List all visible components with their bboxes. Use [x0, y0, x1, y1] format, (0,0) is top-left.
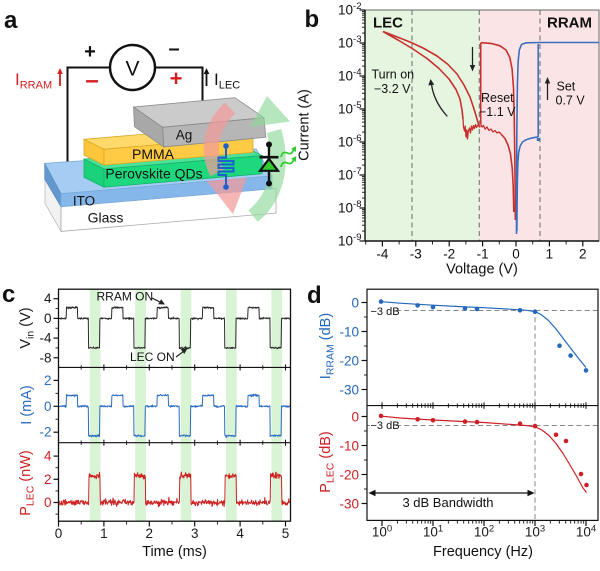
svg-text:4: 4 — [44, 449, 52, 464]
svg-text:Voltage (V): Voltage (V) — [446, 262, 518, 278]
svg-text:0: 0 — [351, 295, 359, 310]
svg-text:ITO: ITO — [73, 194, 95, 209]
svg-text:RRAM ON: RRAM ON — [97, 289, 154, 303]
svg-text:2: 2 — [579, 247, 587, 262]
svg-text:d: d — [307, 282, 322, 309]
svg-text:-2: -2 — [443, 247, 455, 262]
svg-text:Glass: Glass — [88, 210, 124, 226]
svg-text:Reset: Reset — [481, 91, 514, 105]
svg-text:Turn on: Turn on — [372, 68, 415, 82]
svg-text:Vin (V): Vin (V) — [18, 307, 37, 348]
svg-text:-4: -4 — [39, 331, 51, 346]
svg-text:0: 0 — [44, 495, 52, 510]
svg-text:-30: -30 — [339, 382, 359, 397]
svg-text:-10: -10 — [339, 324, 359, 339]
svg-text:0: 0 — [44, 399, 52, 414]
svg-text:–: – — [168, 38, 179, 60]
svg-text:-4: -4 — [376, 247, 388, 262]
svg-text:-8: -8 — [39, 350, 51, 365]
svg-text:0: 0 — [55, 526, 63, 541]
svg-text:−3.2 V: −3.2 V — [374, 82, 411, 96]
svg-text:V: V — [125, 58, 139, 81]
svg-text:3 dB Bandwidth: 3 dB Bandwidth — [402, 495, 493, 510]
svg-text:3: 3 — [191, 526, 199, 541]
svg-text:Current (A): Current (A) — [297, 89, 313, 161]
svg-text:+: + — [84, 41, 96, 63]
svg-text:0.7 V: 0.7 V — [556, 94, 586, 108]
svg-text:-30: -30 — [339, 496, 359, 511]
svg-text:2: 2 — [44, 472, 52, 487]
svg-text:Ag: Ag — [176, 128, 193, 143]
svg-text:Set: Set — [557, 80, 576, 94]
svg-text:b: b — [305, 6, 320, 33]
svg-text:Perovskite QDs: Perovskite QDs — [105, 166, 202, 182]
svg-text:−3 dB: −3 dB — [371, 306, 400, 318]
svg-text:-2: -2 — [39, 425, 51, 440]
svg-text:Frequency (Hz): Frequency (Hz) — [433, 544, 533, 560]
svg-text:-20: -20 — [339, 467, 359, 482]
svg-text:c: c — [2, 281, 15, 308]
svg-text:I (mA): I (mA) — [19, 385, 35, 424]
svg-text:a: a — [4, 7, 18, 34]
svg-text:5: 5 — [282, 526, 290, 541]
svg-text:−1.1 V: −1.1 V — [479, 105, 516, 119]
svg-text:LEC ON: LEC ON — [130, 350, 175, 364]
svg-text:4: 4 — [236, 526, 244, 541]
svg-text:-3: -3 — [410, 247, 422, 262]
svg-text:PMMA: PMMA — [132, 146, 175, 162]
svg-text:4: 4 — [44, 291, 52, 306]
svg-text:−3 dB: −3 dB — [371, 420, 400, 432]
svg-text:0: 0 — [512, 247, 520, 262]
svg-text:Time (ms): Time (ms) — [142, 544, 207, 560]
svg-text:0: 0 — [351, 409, 359, 424]
svg-text:–: – — [85, 67, 98, 94]
svg-text:1: 1 — [100, 526, 108, 541]
svg-text:IRRAM (dB): IRRAM (dB) — [318, 313, 337, 379]
svg-text:0: 0 — [44, 311, 52, 326]
svg-text:2: 2 — [44, 373, 52, 388]
svg-text:1: 1 — [546, 247, 554, 262]
svg-text:RRAM: RRAM — [547, 15, 592, 32]
svg-text:+: + — [170, 66, 183, 91]
svg-text:-20: -20 — [339, 353, 359, 368]
svg-text:2: 2 — [146, 526, 154, 541]
svg-text:PLEC (dB): PLEC (dB) — [318, 431, 337, 493]
svg-text:-1: -1 — [477, 247, 489, 262]
svg-text:-10: -10 — [339, 438, 359, 453]
svg-text:LEC: LEC — [373, 15, 403, 32]
